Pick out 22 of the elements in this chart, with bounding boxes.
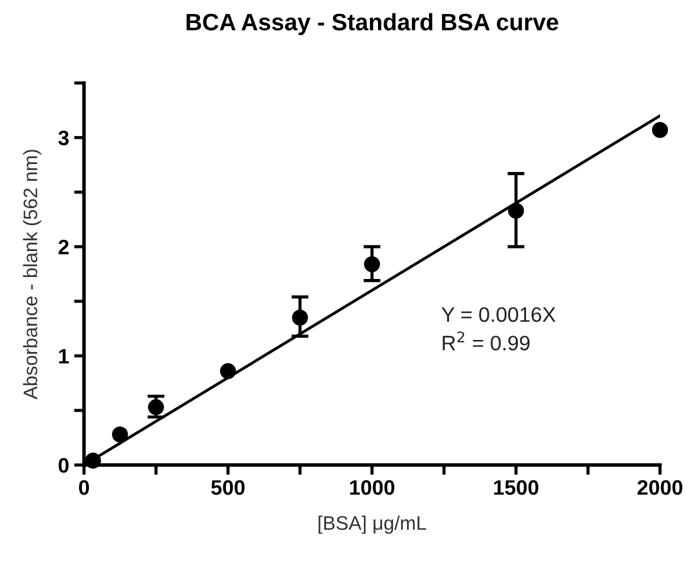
point [508,202,524,219]
x-axis-title: [BSA] μg/mL [318,516,426,534]
point [85,452,101,469]
y-tick-label: 0 [58,458,69,473]
annotation: Y = 0.0016X [442,307,556,322]
point [652,122,668,138]
point [364,256,380,272]
y-axis-title: Absorbance - blank (562 nm) [23,150,42,400]
annotation: R$^{2}$ = 0.99 [442,331,530,350]
point [148,399,164,416]
x-tick-label: 500 [211,480,245,495]
x-tick-label: 1000 [350,480,394,495]
x-tick-label: 0 [79,480,89,495]
y-tick-label: 2 [58,240,69,254]
point [220,363,236,380]
point [292,310,308,326]
point [112,426,128,442]
chart-title: BCA Assay - Standard BSA curve [186,13,558,36]
y-tick-label: 1 [59,349,69,364]
y-tick-label: 3 [58,130,69,146]
x-tick-label: 2000 [638,480,682,495]
x-tick-label: 1500 [494,480,538,495]
